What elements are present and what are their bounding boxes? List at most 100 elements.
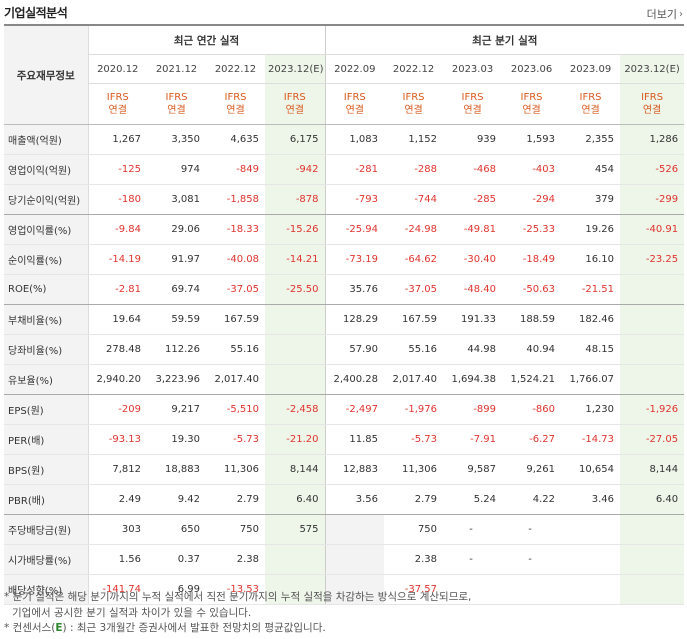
row-label: PBR(배) xyxy=(4,484,89,515)
row-label: 유보율(%) xyxy=(4,364,89,395)
period-header: 2020.12 xyxy=(88,54,147,84)
table-cell: -27.05 xyxy=(620,424,685,455)
table-cell: -899 xyxy=(443,394,503,425)
row-label: 영업이익(억원) xyxy=(4,154,89,185)
period-header: 2022.12 xyxy=(384,54,444,84)
more-link[interactable]: 더보기 › xyxy=(647,6,683,22)
row-label: PER(배) xyxy=(4,424,89,455)
table-cell: -40.08 xyxy=(206,244,265,275)
table-cell xyxy=(265,304,326,335)
basis-header: IFRS 연결 xyxy=(147,83,206,125)
table-cell: -14.19 xyxy=(88,244,147,275)
footnotes: * 분기 실적은 해당 분기까지의 누적 실적에서 직전 분기까지의 누적 실적… xyxy=(4,590,471,637)
row-label: 당좌비율(%) xyxy=(4,334,89,365)
table-row: 시가배당률(%) 1.56 0.37 2.38 2.38- - xyxy=(4,544,685,575)
table-cell: -288 xyxy=(384,154,444,185)
table-cell: 6,175 xyxy=(265,124,326,155)
table-cell: 29.06 xyxy=(147,214,206,245)
table-cell xyxy=(502,574,562,605)
table-cell: -942 xyxy=(265,154,326,185)
basis-consolidated: 연결 xyxy=(642,105,662,116)
table-cell: -5,510 xyxy=(206,394,265,425)
table-cell: - xyxy=(443,544,503,575)
table-cell: 55.16 xyxy=(206,334,265,365)
table-cell xyxy=(265,574,326,605)
table-row: 영업이익률(%) -9.84 29.06 -18.33 -15.26 -25.94 -24.… xyxy=(4,214,685,245)
table-cell: 1,694.38 xyxy=(443,364,503,395)
table-cell: 1,230 xyxy=(561,394,621,425)
table-cell: -64.62 xyxy=(384,244,444,275)
table-cell: -526 xyxy=(620,154,685,185)
table-cell: 1,083 xyxy=(325,124,385,155)
basis-header: IFRS 연결 xyxy=(502,83,562,125)
table-cell: -50.63 xyxy=(502,274,562,305)
table-cell: 11,306 xyxy=(384,454,444,485)
basis-consolidated: 연결 xyxy=(522,105,541,116)
table-cell: -2,458 xyxy=(265,394,326,425)
table-cell: 44.98 xyxy=(443,334,503,365)
table-cell: 128.29 xyxy=(325,304,385,335)
table-cell xyxy=(620,364,685,395)
table-cell: -793 xyxy=(325,184,385,215)
table-cell xyxy=(561,514,621,545)
table-cell xyxy=(620,274,685,305)
table-row: 매출액(억원) 1,267 3,350 4,635 6,175 1,083 1,152 939… xyxy=(4,124,685,155)
quarterly-header: 최근 분기 실적 xyxy=(325,24,685,55)
table-cell: 1,152 xyxy=(384,124,444,155)
table-cell: 91.97 xyxy=(147,244,206,275)
table-cell: 191.33 xyxy=(443,304,503,335)
table-cell: -15.26 xyxy=(265,214,326,245)
table-cell: -849 xyxy=(206,154,265,185)
table-cell: 35.76 xyxy=(325,274,385,305)
table-cell: - xyxy=(502,544,562,575)
table-cell: 650 xyxy=(147,514,206,545)
table-row: PBR(배) 2.49 9.42 2.79 6.40 3.56 2.79 5.24 4.22 3.… xyxy=(4,484,685,515)
table-cell: 4,635 xyxy=(206,124,265,155)
table-cell: -13.53 xyxy=(206,574,265,605)
table-cell: -1,976 xyxy=(384,394,444,425)
table-cell: -14.21 xyxy=(265,244,326,275)
table-cell: - xyxy=(443,514,503,545)
basis-ifrs: IFRS xyxy=(461,92,484,103)
basis-consolidated: 연결 xyxy=(108,105,127,116)
table-cell: 19.64 xyxy=(88,304,147,335)
period-header: 2023.09 xyxy=(561,54,621,84)
basis-ifrs: IFRS xyxy=(343,92,366,103)
table-cell: 3.46 xyxy=(561,484,621,515)
basis-consolidated: 연결 xyxy=(167,105,186,116)
basis-header: IFRS 연결 xyxy=(561,83,621,125)
basis-header: IFRS 연결 xyxy=(443,83,503,125)
table-cell: 11.85 xyxy=(325,424,385,455)
table-cell: -2,497 xyxy=(325,394,385,425)
table-cell: 2,355 xyxy=(561,124,621,155)
basis-consolidated: 연결 xyxy=(226,105,245,116)
table-cell: 167.59 xyxy=(206,304,265,335)
table-cell xyxy=(325,514,385,545)
table-cell: -18.49 xyxy=(502,244,562,275)
table-cell: 57.90 xyxy=(325,334,385,365)
period-header: 2021.12 xyxy=(147,54,206,84)
table-cell: 5.24 xyxy=(443,484,503,515)
table-cell: 6.40 xyxy=(265,484,326,515)
table-cell: - xyxy=(502,514,562,545)
table-row: BPS(원) 7,812 18,883 11,306 8,144 12,883 11,306… xyxy=(4,454,685,485)
table-row: 주당배당금(원) 303 650 750 575 750- - xyxy=(4,514,685,545)
chevron-right-icon: › xyxy=(679,8,683,20)
table-cell: 18,883 xyxy=(147,454,206,485)
table-cell: 182.46 xyxy=(561,304,621,335)
row-label-header: 주요재무정보 xyxy=(4,24,89,125)
row-label: 매출액(억원) xyxy=(4,124,89,155)
table-cell: 188.59 xyxy=(502,304,562,335)
table-cell xyxy=(325,544,385,575)
table-cell: 1,286 xyxy=(620,124,685,155)
basis-ifrs: IFRS xyxy=(283,92,306,103)
table-cell: -6.27 xyxy=(502,424,562,455)
table-cell xyxy=(620,334,685,365)
table-cell: 40.94 xyxy=(502,334,562,365)
table-cell: 6.99 xyxy=(147,574,206,605)
table-cell: 1,267 xyxy=(88,124,147,155)
header-row-basis: IFRS 연결 IFRS 연결 IFRS 연결 IFRS 연결 IFRS 연결 IFRS 연결 IFRS… xyxy=(4,83,685,125)
row-label: 당기순이익(억원) xyxy=(4,184,89,215)
basis-consolidated: 연결 xyxy=(345,105,364,116)
